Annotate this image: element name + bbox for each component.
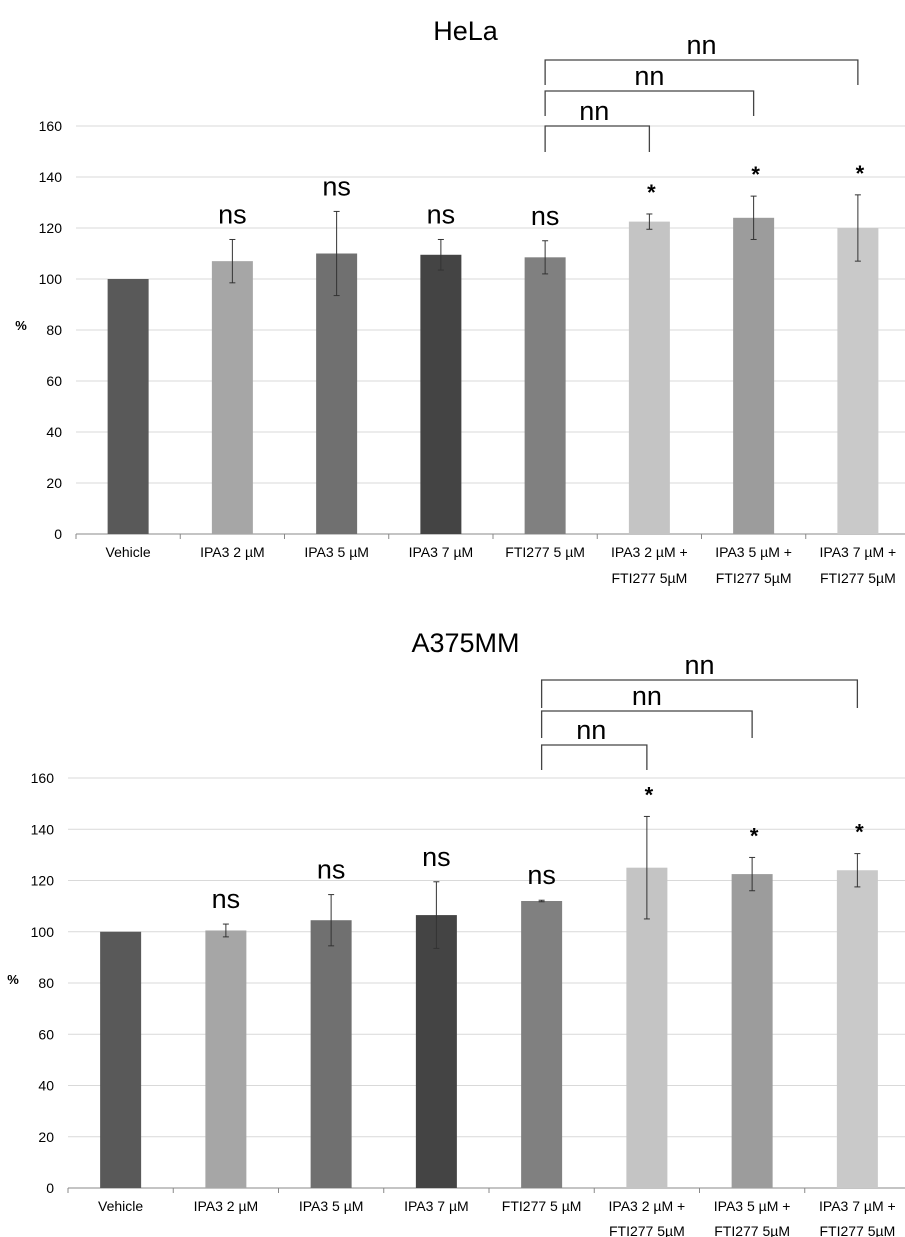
hela-y-tick-label: 40 (46, 424, 62, 440)
a375mm-y-tick-label: 0 (46, 1180, 54, 1196)
hela-significance-label-7: * (856, 161, 865, 186)
hela-x-category-label-6: IPA3 5 µM + (715, 544, 792, 560)
hela-significance-label-6: * (751, 162, 760, 187)
hela-chart: HeLa 0 20 40 60 80 100 120 140 160% Vehicle ns IPA3 … (0, 0, 905, 612)
a375mm-comparison-bracket-2 (540, 679, 859, 708)
a375mm-x-category-label-3: IPA3 7 µM (404, 1198, 469, 1214)
a375mm-significance-label-6: * (750, 823, 759, 848)
a375mm-significance-label-5: * (645, 782, 654, 807)
a375mm-comparison-label-1: nn (632, 681, 662, 711)
a375mm-y-tick-label: 100 (31, 924, 55, 940)
hela-x-category-label-2: IPA3 5 µM (304, 544, 369, 560)
hela-y-tick-label: 100 (39, 271, 63, 287)
a375mm-x-category-label-2: IPA3 5 µM (299, 1198, 364, 1214)
a375mm-y-tick-label: 160 (31, 770, 55, 786)
hela-x-category-label-4: FTI277 5 µM (505, 544, 585, 560)
a375mm-bar-7 (836, 870, 878, 1188)
hela-x-category-label-5: IPA3 2 µM + (611, 544, 688, 560)
a375mm-y-tick-label: 40 (38, 1078, 54, 1094)
hela-bar-7 (837, 228, 879, 534)
hela-significance-label-2: ns (322, 171, 351, 201)
hela-bar-0 (107, 279, 149, 534)
a375mm-y-axis-label: % (7, 972, 19, 987)
hela-chart-svg: HeLa 0 20 40 60 80 100 120 140 160% Vehicle ns IPA3 … (15, 16, 905, 586)
a375mm-bar-0 (100, 931, 142, 1188)
hela-comparison-label-1: nn (634, 61, 664, 91)
hela-x-category-label-5: FTI277 5µM (611, 570, 687, 586)
a375mm-y-tick-label: 20 (38, 1129, 54, 1145)
a375mm-y-tick-label: 120 (31, 873, 55, 889)
hela-comparison-bracket-0 (544, 125, 651, 152)
a375mm-significance-label-4: ns (527, 860, 556, 890)
a375mm-y-tick-label: 80 (38, 975, 54, 991)
hela-y-tick-label: 140 (39, 169, 63, 185)
hela-bar-1 (211, 261, 253, 534)
hela-comparison-bracket-1 (544, 90, 755, 116)
hela-x-category-label-7: IPA3 7 µM + (820, 544, 897, 560)
hela-chart-title: HeLa (433, 16, 499, 46)
a375mm-bar-6 (731, 874, 773, 1188)
hela-comparison-label-2: nn (686, 30, 716, 60)
a375mm-bar-1 (205, 930, 247, 1188)
a375mm-comparison-label-2: nn (684, 650, 714, 680)
a375mm-x-category-label-0: Vehicle (98, 1198, 143, 1214)
hela-y-tick-label: 60 (46, 373, 62, 389)
hela-comparison-bracket-2 (544, 59, 859, 85)
a375mm-x-category-label-7: IPA3 7 µM + (819, 1198, 896, 1214)
a375mm-comparison-bracket-0 (540, 744, 648, 770)
hela-y-tick-label: 0 (54, 526, 62, 542)
hela-x-category-label-3: IPA3 7 µM (409, 544, 474, 560)
hela-x-category-label-0: Vehicle (106, 544, 151, 560)
hela-comparison-label-0: nn (579, 96, 609, 126)
a375mm-x-category-label-1: IPA3 2 µM (194, 1198, 259, 1214)
a375mm-bar-4 (521, 901, 563, 1188)
a375mm-comparison-label-0: nn (576, 715, 606, 745)
hela-significance-label-4: ns (531, 201, 560, 231)
a375mm-significance-label-3: ns (422, 842, 451, 872)
a375mm-significance-label-2: ns (317, 855, 346, 885)
hela-y-tick-label: 160 (39, 118, 63, 134)
hela-y-tick-label: 80 (46, 322, 62, 338)
a375mm-x-category-label-7: FTI277 5µM (819, 1223, 895, 1237)
a375mm-bar-2 (310, 920, 352, 1188)
hela-x-category-label-1: IPA3 2 µM (200, 544, 265, 560)
a375mm-x-category-label-5: FTI277 5µM (609, 1223, 685, 1237)
a375mm-y-tick-label: 140 (31, 821, 55, 837)
hela-y-tick-label: 20 (46, 475, 62, 491)
hela-x-category-label-7: FTI277 5µM (820, 570, 896, 586)
a375mm-x-category-label-5: IPA3 2 µM + (609, 1198, 686, 1214)
a375mm-x-category-label-6: IPA3 5 µM + (714, 1198, 791, 1214)
a375mm-x-category-label-6: FTI277 5µM (714, 1223, 790, 1237)
hela-bar-4 (524, 257, 566, 534)
hela-x-category-label-6: FTI277 5µM (716, 570, 792, 586)
hela-significance-label-1: ns (218, 199, 247, 229)
hela-significance-label-5: * (647, 180, 656, 205)
hela-significance-label-3: ns (427, 199, 456, 229)
a375mm-y-tick-label: 60 (38, 1026, 54, 1042)
a375mm-bar-3 (415, 915, 457, 1188)
a375mm-significance-label-7: * (855, 820, 864, 845)
a375mm-comparison-bracket-1 (540, 710, 753, 738)
hela-bar-6 (733, 217, 775, 535)
a375mm-chart-svg: A375MM 0 20 40 60 80 100 120 140 160% Vehicle ns IPA… (7, 628, 905, 1237)
hela-y-tick-label: 120 (39, 220, 63, 236)
a375mm-x-category-label-4: FTI277 5 µM (502, 1198, 582, 1214)
a375mm-bar-5 (626, 867, 668, 1188)
a375mm-chart-title: A375MM (411, 628, 519, 658)
hela-bar-2 (316, 253, 358, 534)
hela-y-axis-label: % (15, 318, 27, 333)
hela-bar-3 (420, 254, 462, 534)
a375mm-chart: A375MM 0 20 40 60 80 100 120 140 160% Vehicle ns IPA… (0, 622, 905, 1237)
a375mm-significance-label-1: ns (212, 884, 241, 914)
hela-bar-5 (628, 221, 670, 534)
